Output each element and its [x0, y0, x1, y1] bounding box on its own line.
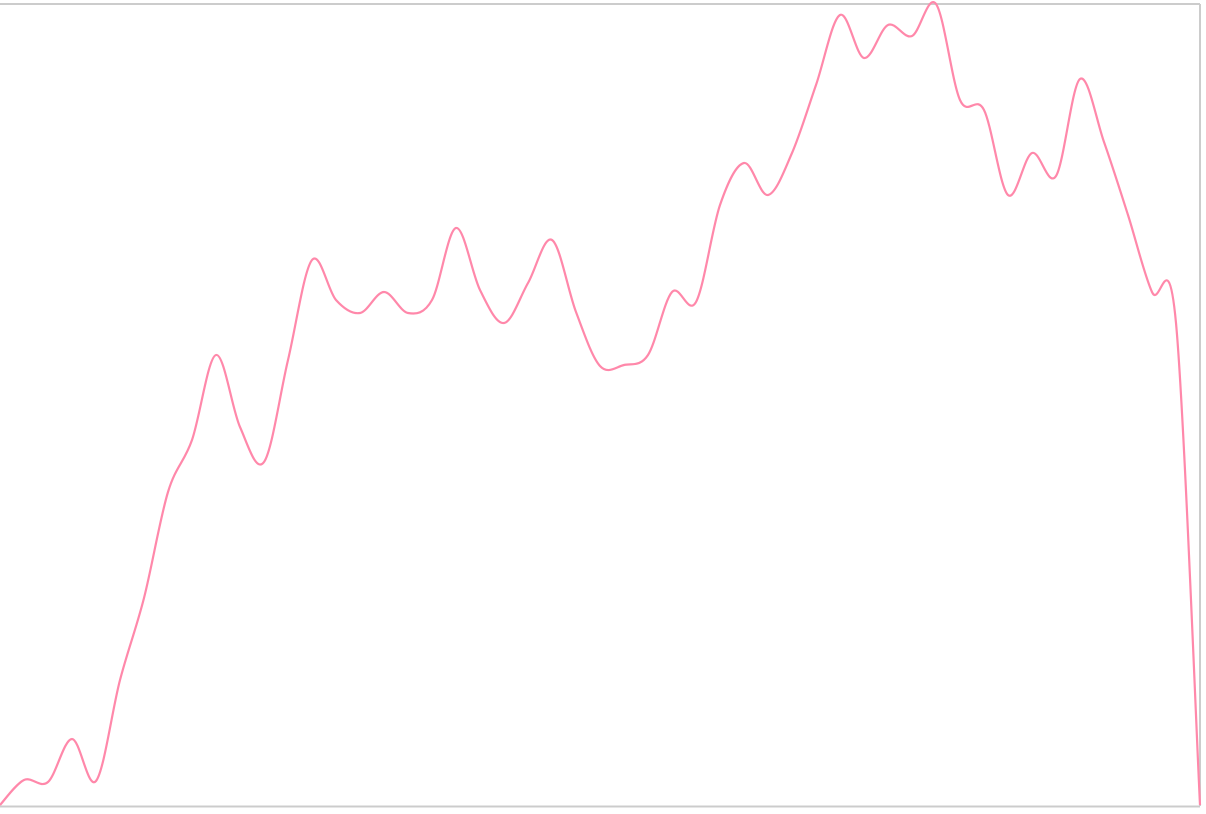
plot-frame — [0, 3, 1201, 808]
